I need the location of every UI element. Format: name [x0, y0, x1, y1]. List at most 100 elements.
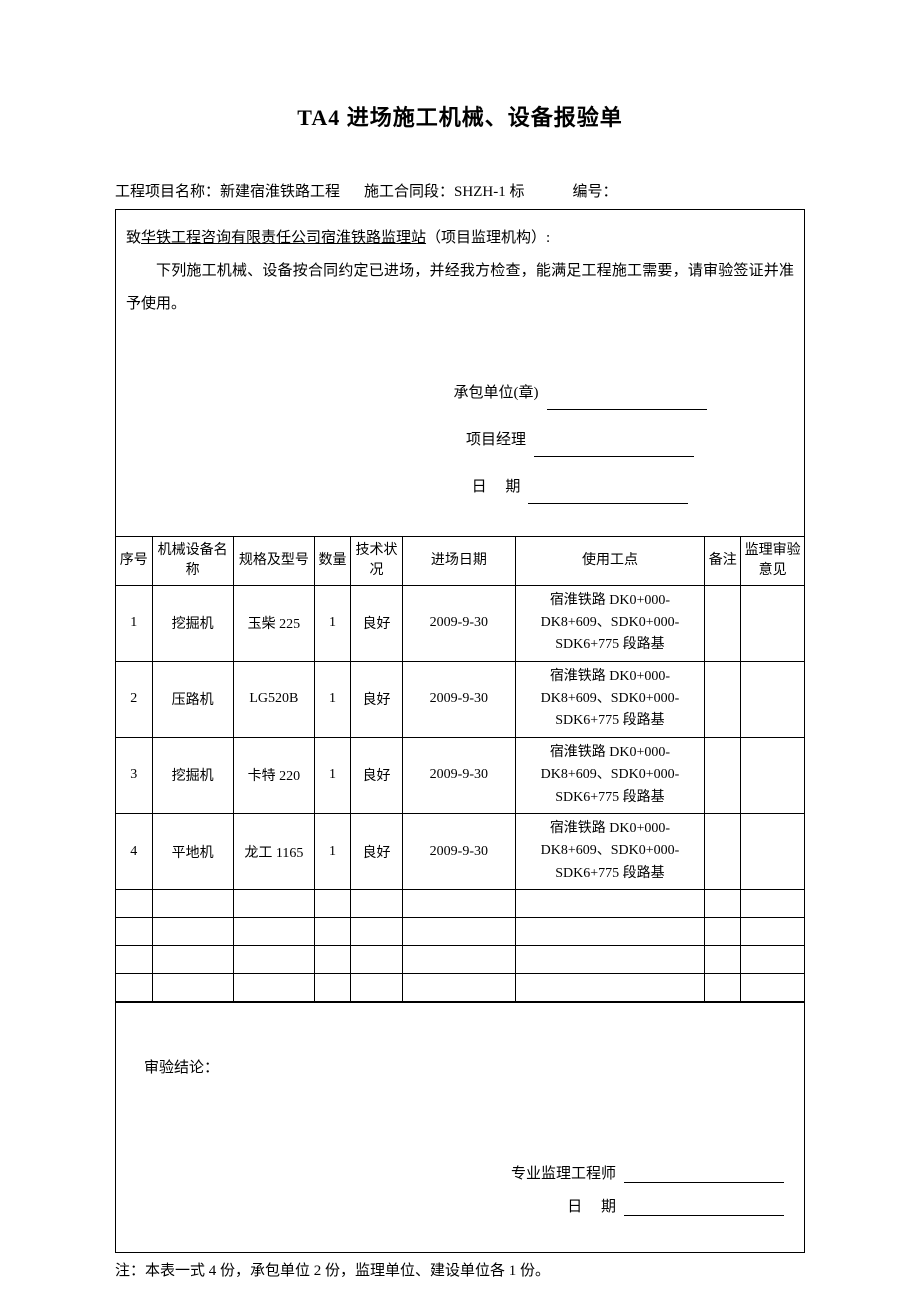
conclusion-cell: 审验结论： 专业监理工程师 日 期: [116, 1003, 805, 1253]
cell-note: [705, 890, 741, 918]
date1-blank[interactable]: [528, 471, 688, 504]
to-org: 华铁工程咨询有限责任公司宿淮铁路监理站: [141, 230, 426, 246]
cell-note: [705, 918, 741, 946]
cell-cond: [351, 974, 403, 1002]
cell-date: [402, 946, 515, 974]
cell-seq: 2: [116, 661, 152, 737]
table-row: [116, 974, 804, 1002]
cell-date: 2009-9-30: [402, 737, 515, 813]
cell-opinion: [741, 890, 804, 918]
cell-opinion: [741, 946, 804, 974]
footer-note: 注：本表一式 4 份，承包单位 2 份，监理单位、建设单位各 1 份。: [115, 1259, 805, 1280]
table-row: [116, 918, 804, 946]
cell-date: [402, 890, 515, 918]
cell-cond: 良好: [351, 585, 403, 661]
cell-seq: [116, 974, 152, 1002]
cell-qty: 1: [314, 814, 350, 890]
cell-opinion: [741, 661, 804, 737]
cell-spec: 龙工 1165: [233, 814, 314, 890]
cell-cond: [351, 946, 403, 974]
cell-name: [152, 890, 233, 918]
table-row: 1挖掘机玉柴 2251良好2009-9-30宿淮铁路 DK0+000-DK8+6…: [116, 585, 804, 661]
cell-loc: [515, 946, 704, 974]
cell-opinion: [741, 974, 804, 1002]
cell-note: [705, 737, 741, 813]
th-loc: 使用工点: [515, 537, 704, 585]
conclusion-label: 审验结论：: [144, 1056, 788, 1077]
cell-date: 2009-9-30: [402, 585, 515, 661]
cell-spec: 卡特 220: [233, 737, 314, 813]
signature-block-1: 承包单位(章) 项目经理 日 期: [126, 377, 794, 504]
cell-name: [152, 946, 233, 974]
to-prefix: 致: [126, 230, 141, 246]
cell-qty: [314, 918, 350, 946]
cell-cond: 良好: [351, 661, 403, 737]
cell-cond: [351, 890, 403, 918]
equipment-table: 序号 机械设备名称 规格及型号 数量 技术状况 进场日期 使用工点 备注 监理审…: [116, 537, 804, 1002]
cell-loc: [515, 918, 704, 946]
date2-label: 日 期: [567, 1195, 616, 1216]
th-opinion: 监理审验意见: [741, 537, 804, 585]
cell-qty: 1: [314, 585, 350, 661]
date2-blank[interactable]: [624, 1195, 784, 1216]
cell-note: [705, 814, 741, 890]
cell-seq: [116, 890, 152, 918]
th-qty: 数量: [314, 537, 350, 585]
cell-loc: 宿淮铁路 DK0+000-DK8+609、SDK0+000-SDK6+775 段…: [515, 814, 704, 890]
th-seq: 序号: [116, 537, 152, 585]
cell-cond: 良好: [351, 814, 403, 890]
project-value: 新建宿淮铁路工程: [220, 180, 340, 201]
cell-name: 挖掘机: [152, 737, 233, 813]
pm-blank[interactable]: [534, 424, 694, 457]
table-row: 3挖掘机卡特 2201良好2009-9-30宿淮铁路 DK0+000-DK8+6…: [116, 737, 804, 813]
table-row: [116, 946, 804, 974]
cell-note: [705, 585, 741, 661]
cell-spec: [233, 974, 314, 1002]
contractor-label: 承包单位(章): [454, 377, 539, 410]
cell-cond: 良好: [351, 737, 403, 813]
engineer-label: 专业监理工程师: [511, 1162, 616, 1183]
cell-note: [705, 974, 741, 1002]
th-name: 机械设备名称: [152, 537, 233, 585]
contractor-blank[interactable]: [547, 377, 707, 410]
cell-loc: [515, 890, 704, 918]
cell-name: 挖掘机: [152, 585, 233, 661]
cell-qty: [314, 974, 350, 1002]
cell-loc: 宿淮铁路 DK0+000-DK8+609、SDK0+000-SDK6+775 段…: [515, 585, 704, 661]
cell-loc: 宿淮铁路 DK0+000-DK8+609、SDK0+000-SDK6+775 段…: [515, 661, 704, 737]
th-date: 进场日期: [402, 537, 515, 585]
pm-label: 项目经理: [466, 424, 526, 457]
cell-spec: [233, 890, 314, 918]
cell-name: [152, 974, 233, 1002]
intro-body: 下列施工机械、设备按合同约定已进场，并经我方检查，能满足工程施工需要，请审验签证…: [126, 255, 794, 321]
th-cond: 技术状况: [351, 537, 403, 585]
cell-name: 平地机: [152, 814, 233, 890]
table-row: 4平地机龙工 11651良好2009-9-30宿淮铁路 DK0+000-DK8+…: [116, 814, 804, 890]
cell-seq: [116, 918, 152, 946]
cell-opinion: [741, 918, 804, 946]
cell-note: [705, 946, 741, 974]
cell-date: 2009-9-30: [402, 814, 515, 890]
cell-opinion: [741, 814, 804, 890]
cell-qty: 1: [314, 737, 350, 813]
th-spec: 规格及型号: [233, 537, 314, 585]
table-header-row: 序号 机械设备名称 规格及型号 数量 技术状况 进场日期 使用工点 备注 监理审…: [116, 537, 804, 585]
cell-seq: 1: [116, 585, 152, 661]
meta-row: 工程项目名称： 新建宿淮铁路工程 施工合同段： SHZH-1 标 编号：: [115, 180, 805, 201]
cell-cond: [351, 918, 403, 946]
to-suffix: （项目监理机构）:: [426, 230, 550, 246]
cell-spec: LG520B: [233, 661, 314, 737]
cell-date: 2009-9-30: [402, 661, 515, 737]
engineer-blank[interactable]: [624, 1162, 784, 1183]
form-table: 致华铁工程咨询有限责任公司宿淮铁路监理站（项目监理机构）: 下列施工机械、设备按…: [115, 209, 805, 1253]
table-row: [116, 890, 804, 918]
project-label: 工程项目名称：: [115, 180, 220, 201]
signature-block-2: 专业监理工程师 日 期: [511, 1162, 784, 1228]
cell-name: [152, 918, 233, 946]
cell-date: [402, 974, 515, 1002]
cell-spec: [233, 946, 314, 974]
cell-seq: 3: [116, 737, 152, 813]
cell-seq: [116, 946, 152, 974]
cell-note: [705, 661, 741, 737]
cell-qty: [314, 946, 350, 974]
